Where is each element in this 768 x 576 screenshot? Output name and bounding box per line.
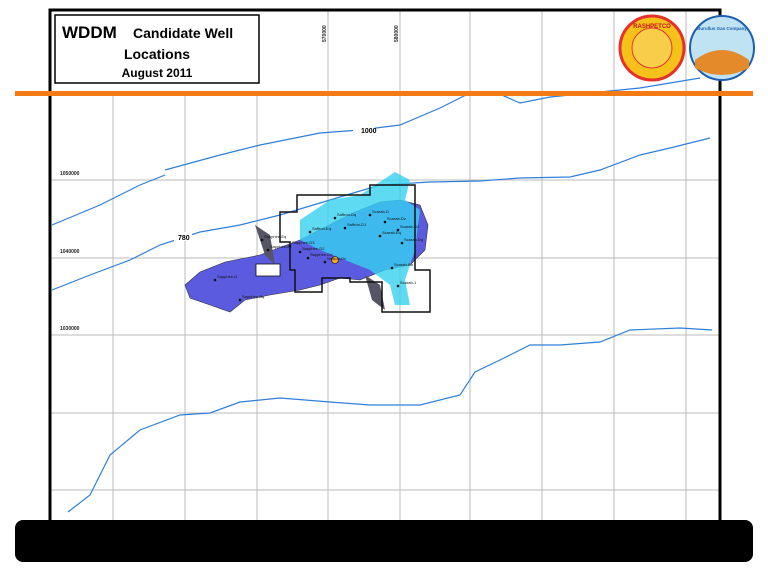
well-label: Scarab-1 [400, 280, 417, 285]
well-label: Saffron-Eq [312, 226, 331, 231]
well-label: Sapphire-D2 [302, 246, 325, 251]
well-dot [378, 234, 382, 238]
well-label: Saffron-Dq [337, 212, 356, 217]
well-dot [306, 256, 310, 260]
well-label: Sapphire-D3 [292, 240, 315, 245]
northing-label: 1040000 [60, 249, 80, 255]
orange-rule [15, 91, 753, 96]
well-dot [390, 266, 394, 270]
well-label: Saffron-Dv [327, 256, 346, 261]
northing-label: 1050000 [60, 171, 80, 177]
well-label: Scarab-D [372, 209, 389, 214]
logo-rashpetco [618, 14, 686, 82]
well-dot [288, 244, 292, 248]
well-label: Scarab-Ba [394, 262, 414, 267]
well-label: Scarab-Eq [382, 230, 401, 235]
well-dot [323, 260, 327, 264]
contour-label-bg [353, 125, 375, 134]
title-rest: Candidate Well [133, 25, 233, 41]
well-label: Sapphire-Eq [264, 234, 286, 239]
highlight-well [331, 256, 339, 264]
title-box [54, 14, 260, 84]
contour-label-bg [174, 232, 192, 241]
title-line2: Locations [124, 46, 190, 62]
lease-boundary [279, 184, 431, 313]
well-dot [333, 216, 337, 220]
well-dot [383, 220, 387, 224]
wells: Saffron-Dq Scarab-D Scarab-Dz Scarab-D2 Saff… [213, 209, 423, 302]
logo-text: Burullus Gas Company [697, 26, 747, 31]
northing-label: 1030000 [60, 326, 80, 332]
lease-box [255, 263, 281, 277]
well-dot [238, 298, 242, 302]
well-dot [266, 248, 270, 252]
well-dot [308, 230, 312, 234]
logo-text: RASHPETCO [633, 24, 671, 30]
seismic-area [300, 172, 420, 305]
bottom-bar [15, 520, 753, 562]
well-label: Sapphire-Dq [310, 252, 332, 257]
well-dot [260, 238, 264, 242]
title-date: August 2011 [122, 66, 193, 80]
well-label: Saffron-D1 [347, 222, 367, 227]
well-label: Scarab-Dq [404, 237, 423, 242]
well-dot [368, 213, 372, 217]
easting-label: 570000 [322, 25, 328, 42]
logo-inner [631, 27, 673, 69]
well-label: Sapphire-Bq [242, 294, 264, 299]
well-dot [298, 250, 302, 254]
well-label: Sapphire-E [270, 244, 290, 249]
well-label: Scarab-D2 [400, 224, 420, 229]
well-dot [396, 228, 400, 232]
well-dot [396, 284, 400, 288]
well-dot [343, 226, 347, 230]
well-label: Sapphire-D [217, 274, 237, 279]
well-dot [400, 241, 404, 245]
contour-label: 780 [178, 235, 190, 242]
well-label: Scarab-Dz [387, 216, 406, 221]
logo-flame [695, 50, 749, 75]
well-dot [213, 278, 217, 282]
contour-label: 1000 [361, 128, 377, 135]
title-main: WDDM [62, 23, 117, 42]
easting-label: 580000 [394, 25, 400, 42]
